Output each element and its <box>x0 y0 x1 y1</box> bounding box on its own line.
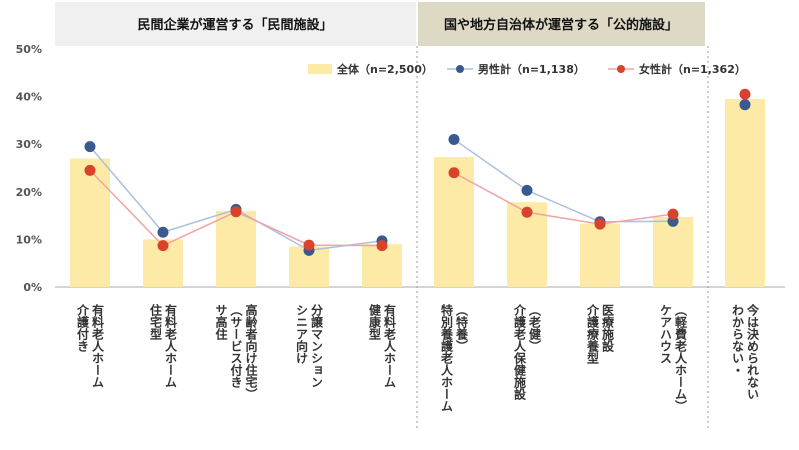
legend: 全体（n=2,500） 男性計（n=1,138） 女性計（n=1,362） <box>308 62 746 76</box>
bar-all <box>580 223 620 287</box>
series-points <box>84 88 751 256</box>
category-label: 有料老人ホーム <box>164 303 178 388</box>
legend-label-male: 男性計（n=1,138） <box>478 62 585 76</box>
header-public <box>418 2 705 46</box>
point-female <box>84 164 96 176</box>
point-female <box>230 206 242 218</box>
point-female <box>667 208 679 220</box>
category-label: （特養） <box>455 304 469 352</box>
point-male <box>448 133 460 145</box>
category-label: 有料老人ホーム <box>91 303 105 388</box>
category-label: 高齢者向け住宅） <box>244 303 258 400</box>
category-label: サ高住 <box>214 304 228 341</box>
category-labels: 有料老人ホーム介護付き 有料老人ホーム住宅型 高齢者向け住宅）（サービス付きサ高住分… <box>76 303 760 412</box>
bar-all <box>725 98 765 287</box>
point-female <box>303 239 315 251</box>
legend-swatch-all <box>308 64 332 74</box>
category-label: 分譲マンション <box>310 303 324 388</box>
category-label: （サービス付き <box>229 304 243 388</box>
bar-all <box>362 244 402 287</box>
category-label: （軽費老人ホーム） <box>674 304 688 412</box>
y-tick-label: 10% <box>16 233 42 246</box>
point-female <box>448 167 460 179</box>
category-label: 介護老人保健施設 <box>513 303 527 401</box>
category-label: （老健） <box>528 304 542 352</box>
point-female <box>521 206 533 218</box>
category-label: 有料老人ホーム <box>383 303 397 388</box>
legend-label-all: 全体（n=2,500） <box>336 62 433 76</box>
line-female <box>453 172 674 225</box>
point-male <box>84 141 96 153</box>
line-male <box>453 138 674 223</box>
legend-marker-male <box>456 65 464 73</box>
point-female <box>157 240 169 252</box>
category-label: 介護療養型 <box>586 303 600 365</box>
category-label: わからない・ <box>731 304 745 376</box>
category-label: 住宅型 <box>149 303 163 341</box>
legend-marker-female <box>617 65 625 73</box>
point-male <box>157 226 169 238</box>
header-private-label: 民間企業が運営する「民間施設」 <box>137 17 332 33</box>
y-tick-label: 0% <box>23 281 42 294</box>
category-label: 特別養護老人ホーム <box>440 303 454 412</box>
header-public-label: 国や地方自治体が運営する「公的施設」 <box>444 17 678 33</box>
category-label: 今は決められない <box>746 303 760 400</box>
point-female <box>739 88 751 100</box>
y-tick-label: 30% <box>16 138 42 151</box>
bar-all <box>434 157 474 287</box>
y-tick-label: 50% <box>16 43 42 56</box>
y-tick-label: 20% <box>16 186 42 199</box>
header-private <box>55 2 416 46</box>
bar-all <box>70 158 110 287</box>
category-label: 介護付き <box>76 303 90 352</box>
point-female <box>594 218 606 230</box>
legend-label-female: 女性計（n=1,362） <box>639 62 746 76</box>
y-axis: 50% 40% 30% 20% 10% 0% <box>16 43 42 294</box>
point-male <box>521 184 533 196</box>
point-male <box>739 99 751 111</box>
bar-all <box>653 217 693 287</box>
point-female <box>376 240 388 252</box>
category-label: 健康型 <box>368 303 382 341</box>
category-label: シニア向け <box>295 304 309 364</box>
category-label: 医療施設 <box>601 304 615 353</box>
category-label: ケアハウス <box>659 304 673 364</box>
y-tick-label: 40% <box>16 91 42 104</box>
bar-all <box>216 210 256 287</box>
